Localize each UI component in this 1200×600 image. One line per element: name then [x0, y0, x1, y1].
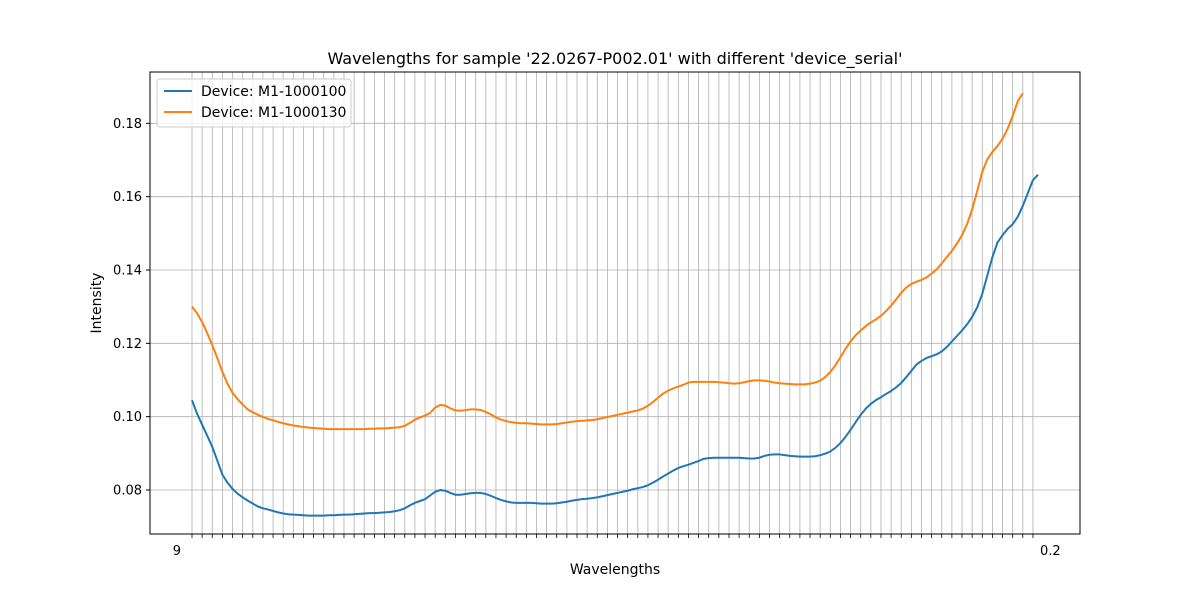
y-tick-label-3: 0.14	[113, 264, 142, 279]
y-tick-label-1: 0.10	[113, 410, 142, 425]
grid-lines	[150, 72, 1080, 534]
x-ticks	[191, 534, 1034, 538]
y-tick-label-2: 0.12	[113, 337, 142, 352]
legend-box	[156, 78, 352, 128]
x-axis-end-label: 0.2	[1040, 544, 1061, 559]
x-axis-label: Wavelengths	[570, 562, 660, 578]
legend-entry-0: Device: M1-1000100	[201, 84, 346, 100]
series-line-1	[191, 92, 1024, 431]
y-tick-label-4: 0.16	[113, 190, 142, 205]
y-axis-label: Intensity	[89, 273, 105, 334]
plot-frame	[149, 71, 1081, 535]
series-line-0	[191, 173, 1039, 517]
series-lines	[191, 92, 1039, 517]
legend: Device: M1-1000100 Device: M1-1000130	[156, 78, 352, 128]
y-tick-label-0: 0.08	[113, 484, 142, 499]
chart-title: Wavelengths for sample '22.0267-P002.01'…	[327, 49, 902, 69]
y-ticks: 0.08 0.10 0.12 0.14 0.16 0.18	[113, 117, 150, 499]
x-axis-start-label: 9	[173, 544, 181, 559]
legend-entry-1: Device: M1-1000130	[201, 105, 346, 121]
y-tick-label-5: 0.18	[113, 117, 142, 132]
